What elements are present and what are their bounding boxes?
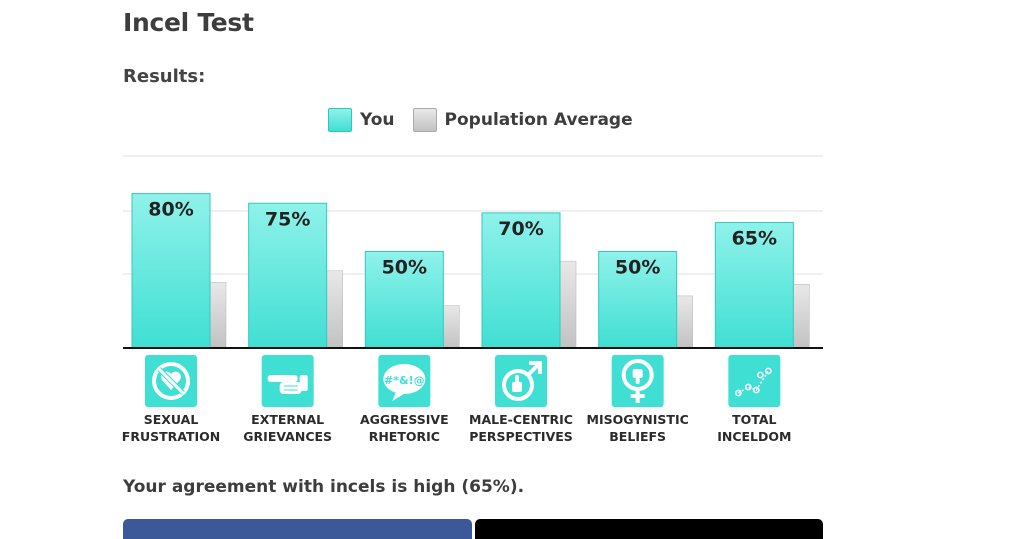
legend-item-population: Population Average — [412, 108, 633, 132]
bar-value-label: 50% — [382, 257, 427, 279]
category-label: AGGRESSIVE — [360, 412, 449, 427]
bar-you — [481, 212, 561, 349]
scatter-line-icon — [728, 355, 781, 407]
bar-you — [598, 251, 678, 349]
result-summary: Your agreement with incels is high (65%)… — [123, 477, 525, 497]
category-label: BELIEFS — [609, 429, 666, 444]
page-title: Incel Test — [123, 8, 254, 37]
category-label: EXTERNAL — [251, 412, 324, 427]
legend-label-you: You — [360, 110, 395, 130]
bar-population — [674, 295, 693, 349]
category-label: SEXUAL — [144, 412, 199, 427]
bar-value-label: 80% — [148, 199, 193, 221]
bar-value-label: 50% — [615, 257, 660, 279]
category-labels: SEXUAL FRUSTRATION EXTERNAL GRIEVANCES AGGRE… — [122, 412, 792, 444]
category-label: RHETORIC — [369, 429, 440, 444]
no-heart-icon — [145, 355, 197, 407]
results-heading: Results: — [123, 66, 206, 87]
chart-bars: 80% 75% 50% 70% 50% 65% — [131, 193, 810, 349]
bar-population — [557, 260, 577, 349]
bar-value-label: 75% — [265, 208, 310, 230]
bar-population — [441, 305, 460, 349]
legend-swatch-you — [328, 108, 352, 132]
category-label: MALE-CENTRIC — [469, 412, 573, 427]
pointing-hand-icon — [261, 355, 314, 407]
category-label: INCELDOM — [717, 429, 791, 444]
legend-label-population: Population Average — [444, 110, 633, 130]
bar-you — [248, 202, 328, 349]
facebook-share-button[interactable] — [123, 519, 472, 539]
category-icons: #*&!@ — [145, 355, 781, 407]
bar-value-label: 65% — [732, 228, 777, 250]
bar-population — [207, 282, 227, 349]
chart-legend: You Population Average — [328, 108, 633, 132]
black-share-button[interactable] — [475, 519, 823, 539]
category-label: TOTAL — [732, 412, 776, 427]
bar-value-label: 70% — [498, 218, 543, 240]
legend-swatch-population — [412, 108, 437, 132]
bar-population — [791, 284, 810, 349]
svg-text:#*&!@: #*&!@ — [384, 374, 425, 387]
legend-item-you: You — [328, 108, 395, 132]
category-label: PERSPECTIVES — [469, 429, 573, 444]
category-label: MISOGYNISTIC — [587, 412, 689, 427]
bar-population — [324, 270, 343, 349]
category-label: GRIEVANCES — [243, 429, 332, 444]
bar-you — [131, 193, 211, 349]
bar-you — [714, 222, 794, 349]
bar-you — [364, 251, 444, 349]
female-thumbs-down-icon — [611, 355, 664, 407]
speech-bubble-swearing-icon: #*&!@ — [378, 355, 431, 407]
male-thumbs-up-icon — [495, 355, 547, 407]
chart-gridlines — [123, 155, 823, 275]
category-label: FRUSTRATION — [122, 429, 220, 444]
